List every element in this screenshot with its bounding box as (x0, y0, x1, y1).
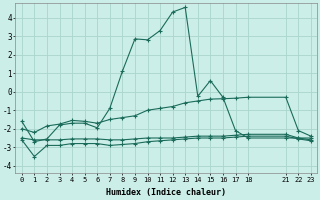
X-axis label: Humidex (Indice chaleur): Humidex (Indice chaleur) (106, 188, 226, 197)
